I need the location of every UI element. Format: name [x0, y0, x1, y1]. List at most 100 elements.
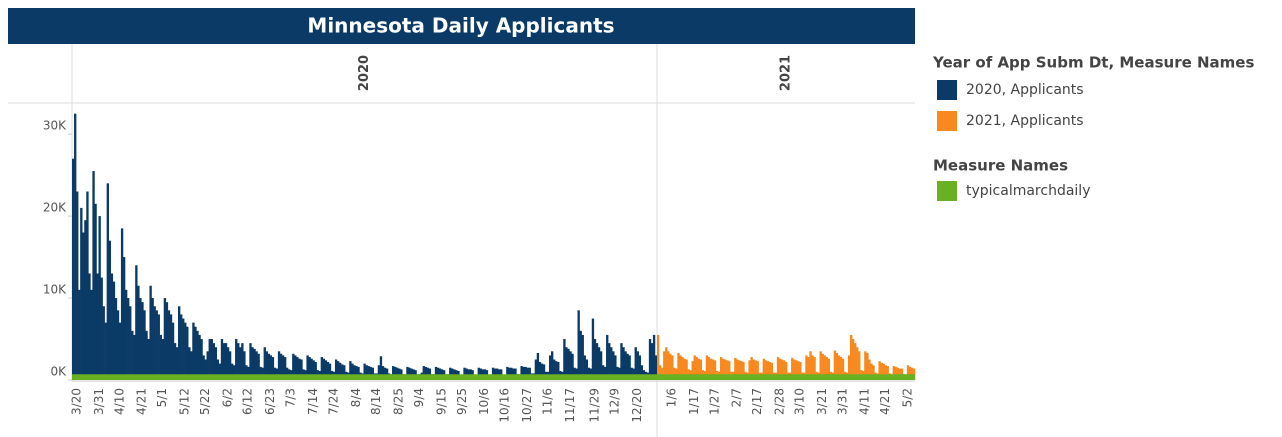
bar: [94, 203, 97, 380]
bar: [326, 361, 330, 380]
bar: [279, 353, 283, 380]
x-tick-label: 6/23: [263, 388, 277, 415]
bar: [124, 289, 128, 380]
bar: [200, 339, 203, 380]
bar: [833, 350, 837, 380]
bar: [149, 285, 152, 380]
bar: [528, 367, 531, 380]
bar: [754, 360, 757, 380]
bar: [392, 366, 395, 380]
bar: [748, 360, 751, 380]
bar: [856, 347, 859, 380]
bar: [269, 355, 273, 380]
x-tick-label: 9/15: [434, 388, 448, 415]
bar: [813, 357, 816, 380]
bar: [277, 351, 281, 380]
legend-title: Measure Names: [933, 157, 1068, 175]
bar: [878, 361, 881, 380]
bar: [243, 351, 246, 380]
bar: [114, 298, 118, 380]
bar: [868, 359, 871, 380]
bar: [551, 351, 554, 380]
bar: [96, 273, 99, 380]
bar: [173, 343, 177, 380]
bar: [281, 355, 285, 380]
bar: [122, 257, 126, 380]
bar: [381, 366, 385, 380]
bar: [241, 343, 244, 380]
bar: [192, 322, 195, 380]
y-tick-label: 20K: [43, 201, 67, 215]
bar: [155, 310, 158, 380]
bar: [324, 360, 328, 380]
legend-label: typicalmarchdaily: [966, 183, 1090, 199]
bar: [161, 339, 165, 380]
bar: [261, 367, 264, 380]
bar: [726, 360, 729, 380]
bar: [204, 359, 207, 380]
bar: [882, 363, 885, 380]
x-tick-label: 9/4: [412, 388, 426, 407]
bar: [186, 326, 189, 380]
bar: [72, 158, 75, 380]
title-bar: [8, 8, 915, 44]
bar: [271, 357, 275, 380]
bar: [267, 353, 271, 380]
bar: [296, 357, 299, 380]
bar: [776, 357, 780, 380]
bar: [292, 353, 295, 380]
bar: [638, 355, 641, 380]
x-tick-label: 7/24: [326, 388, 340, 415]
bar: [791, 357, 794, 380]
bar: [896, 367, 900, 380]
bar: [118, 322, 122, 380]
bar: [742, 361, 745, 380]
y-tick-label: 10K: [43, 283, 67, 297]
bar: [510, 367, 513, 380]
bar: [137, 285, 140, 380]
bar: [312, 360, 315, 380]
bar: [294, 355, 297, 380]
x-tick-label: 3/31: [835, 388, 849, 415]
bar: [657, 334, 660, 380]
bar: [339, 362, 342, 380]
bar: [681, 357, 684, 380]
bar: [724, 359, 727, 380]
legend-title: Year of App Subm Dt, Measure Names: [932, 54, 1254, 72]
bar: [793, 359, 796, 380]
bar: [175, 347, 179, 380]
bar: [251, 347, 254, 380]
bar: [106, 183, 109, 380]
bar: [628, 355, 631, 380]
bar: [233, 365, 236, 380]
bar: [351, 363, 354, 380]
bar: [334, 359, 338, 380]
bar: [491, 367, 495, 380]
bar: [139, 298, 142, 380]
x-tick-label: 5/2: [900, 388, 914, 407]
x-tick-label: 1/27: [707, 388, 721, 415]
bar: [129, 306, 132, 380]
bar: [713, 360, 717, 380]
bar: [782, 360, 786, 380]
bar: [522, 366, 525, 380]
bar: [157, 314, 160, 380]
bar: [198, 334, 201, 380]
bar: [143, 310, 146, 380]
bar: [784, 361, 788, 380]
bar: [819, 351, 822, 380]
bar: [640, 365, 644, 380]
bar: [677, 352, 680, 380]
bar: [237, 343, 240, 380]
bar: [624, 351, 627, 380]
bar: [858, 351, 861, 380]
bar: [610, 347, 613, 380]
bar: [408, 367, 411, 380]
bar: [153, 306, 156, 380]
panel-header: 2021: [779, 55, 794, 91]
reference-band: [72, 374, 915, 380]
bar: [593, 339, 597, 380]
bar: [100, 277, 103, 380]
bar: [228, 351, 232, 380]
bar: [563, 339, 566, 380]
